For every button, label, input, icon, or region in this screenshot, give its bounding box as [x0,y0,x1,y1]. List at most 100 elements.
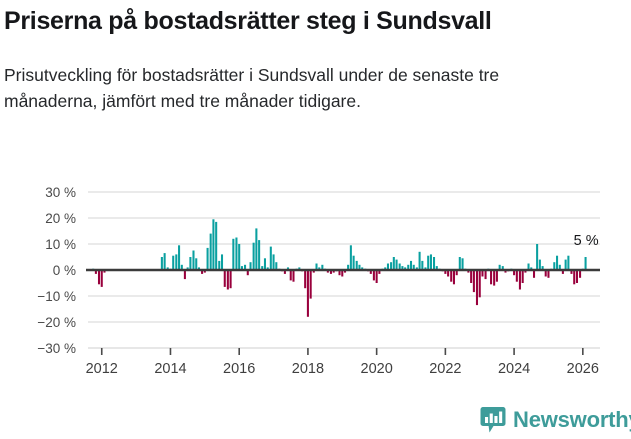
bar [584,257,587,270]
bar [478,270,481,298]
bar [286,267,290,270]
bar [344,270,347,273]
bar [298,267,301,270]
bar [429,254,432,270]
bar [178,245,181,270]
bar [527,263,530,270]
bar [372,270,375,281]
bar [232,238,235,270]
bar [258,240,261,270]
bar [532,270,536,278]
last-value-label: 5 % [574,233,599,249]
bar [226,270,229,290]
bar [390,262,393,270]
bar [321,264,324,270]
bar [513,270,516,276]
bar [558,264,561,270]
bar [306,270,309,317]
bar [418,251,421,270]
bar [547,270,550,278]
bar [369,270,372,274]
bar [218,260,221,270]
x-axis-tick-label: 2016 [223,361,255,377]
bar [166,267,169,270]
bar [564,259,567,270]
bar-chart-speech-bubble-icon [480,406,506,434]
x-axis: 2012 2014 2016 2018 2020 2022 2024 2026 [86,347,600,377]
newsworthy-logo[interactable]: Newsworthy [480,406,631,434]
x-axis-tick-label: 2012 [86,361,118,377]
bar [444,270,447,274]
bar [252,242,255,270]
bar [421,260,424,270]
bar [283,270,286,274]
bar [467,270,470,273]
bar [484,270,487,280]
bar [272,254,275,270]
bar [249,262,252,270]
bar [407,264,410,270]
bar [435,266,438,270]
bar [401,266,404,270]
bar [347,264,350,270]
bar [240,266,243,270]
bar [246,270,249,276]
x-axis-tick-label: 2018 [292,361,324,377]
bar [515,270,518,282]
bar [349,245,352,270]
bar [212,219,215,270]
bar [409,260,413,270]
x-axis-tick-label: 2026 [567,361,599,377]
bar [567,255,570,270]
bar [498,264,501,270]
bar [556,255,559,270]
bar [575,270,579,283]
bar-series [92,219,587,317]
bar [209,233,212,270]
bar [261,266,264,270]
bar [201,270,204,274]
bar [186,267,189,270]
bar [163,253,166,270]
bar [452,270,455,285]
bar [375,270,378,283]
bar [461,258,464,270]
bar [475,270,479,306]
bar [495,270,498,282]
bar [573,270,576,285]
bar [472,270,475,293]
y-axis-tick-label: 10 % [45,237,76,252]
bar [180,264,183,270]
logo-wordmark: Newsworthy [513,407,631,432]
bar [192,250,195,270]
bar [341,270,344,277]
bar [570,270,573,274]
bar [553,262,556,270]
bar [206,247,209,270]
bar [541,266,544,270]
bar [97,270,101,285]
x-axis-tick-label: 2020 [361,361,393,377]
y-axis-tick-label: 20 % [45,211,76,226]
bar [404,267,407,270]
bar [269,246,272,270]
bar [100,270,103,287]
bar [229,270,232,289]
bar [384,267,387,270]
bar [433,257,436,270]
bar [312,270,315,273]
page-title: Priserna på bostadsrätter steg i Sundsva… [4,7,492,35]
bar [447,270,450,277]
bar [292,270,295,282]
bar [521,270,524,283]
bar [195,258,198,270]
bar [175,254,178,270]
bar [244,264,247,270]
bar [493,270,496,286]
bar [544,270,547,277]
bar [103,270,106,273]
bar [524,270,527,273]
x-axis-tick-label: 2024 [498,361,530,377]
